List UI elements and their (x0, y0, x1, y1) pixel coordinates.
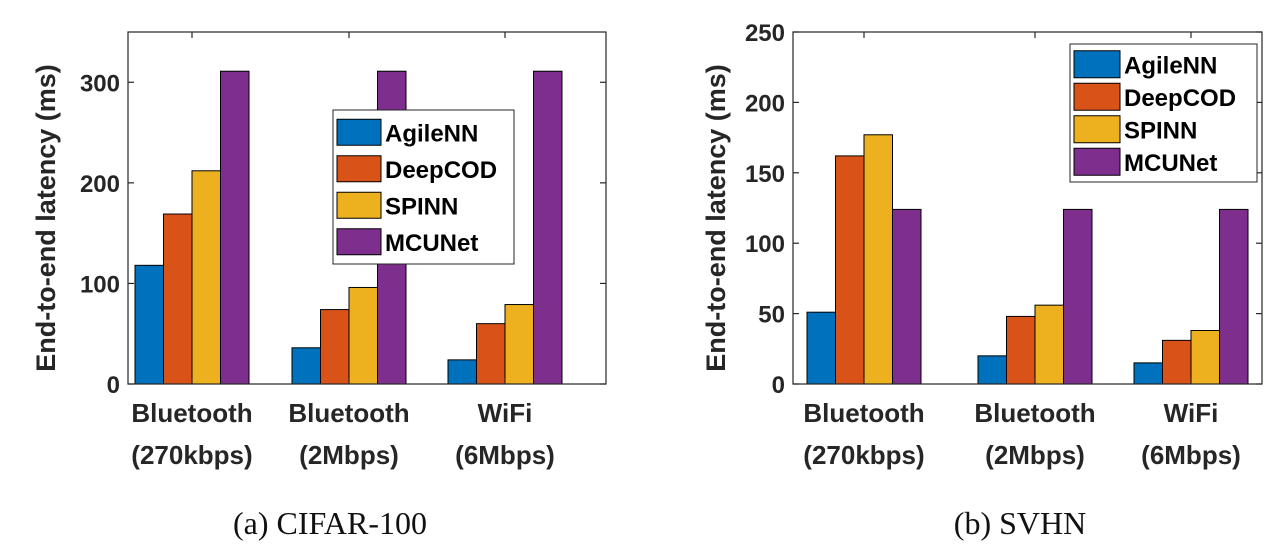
chart-b: 0 50 100 150 200 250 Bluetooth (270kbps) Bluetoo… (701, 20, 1263, 541)
y-tick-label: 300 (80, 70, 120, 97)
subfigure-caption: (b) SVHN (954, 505, 1086, 541)
bar-mcunet-1 (220, 70, 250, 385)
plot-area-frame (792, 31, 1263, 385)
legend-label-mcunet: MCUNet (385, 230, 478, 257)
bar-spinn-3 (1190, 329, 1220, 385)
y-axis-title: End-to-end latency (ms) (31, 64, 61, 372)
y-tick-label: 100 (80, 271, 120, 298)
legend-swatch-deepcod (1073, 82, 1121, 111)
bar-mcunet-3 (1219, 208, 1249, 385)
legend-swatch-deepcod (336, 155, 382, 183)
x-category-label: (6Mbps) (455, 440, 555, 470)
bar-deepcod-1 (163, 213, 193, 385)
y-tick-label: 50 (758, 302, 785, 329)
y-tick-label: 0 (772, 372, 785, 399)
subfigure-caption: (a) CIFAR-100 (233, 505, 427, 541)
x-category-label: (6Mbps) (1141, 440, 1241, 470)
legend-label-spinn: SPINN (385, 193, 458, 220)
x-category-label: Bluetooth (288, 398, 409, 428)
bar-deepcod-2 (1006, 315, 1036, 385)
legend-swatch-mcunet (1073, 147, 1121, 176)
bar-deepcod-3 (1162, 339, 1192, 385)
x-category-label: (2Mbps) (299, 440, 399, 470)
legend: AgileNN DeepCOD SPINN MCUNet (1069, 43, 1258, 183)
bar-spinn-2 (1034, 304, 1064, 385)
legend-swatch-agilenn (1073, 50, 1121, 79)
bar-agilenn-3 (1133, 362, 1163, 385)
bar-agilenn-1 (806, 311, 836, 385)
x-category-label: (270kbps) (803, 440, 924, 470)
legend-swatch-agilenn (336, 118, 382, 146)
legend: AgileNN DeepCOD SPINN MCUNet (332, 109, 515, 265)
legend-swatch-spinn (336, 191, 382, 219)
bar-spinn-1 (863, 134, 893, 385)
legend-label-agilenn: AgileNN (385, 120, 478, 147)
bar-mcunet-2 (1063, 208, 1093, 385)
plot-area-frame (127, 31, 607, 385)
x-category-label: WiFi (1164, 398, 1219, 428)
chart-a: 0 100 200 300 Bluetooth (270kbps) Bluetooth (2M… (31, 31, 607, 541)
legend-swatch-spinn (1073, 115, 1121, 144)
bar-mcunet-1 (892, 208, 922, 385)
legend-label-agilenn: AgileNN (1124, 52, 1217, 79)
bar-mcunet-3 (533, 70, 563, 385)
legend-swatch-mcunet (336, 228, 382, 256)
y-tick-label: 250 (745, 20, 785, 47)
bar-deepcod-2 (320, 309, 350, 385)
bar-spinn-3 (504, 304, 534, 385)
bar-agilenn-2 (977, 355, 1007, 385)
x-category-label: WiFi (478, 398, 533, 428)
legend-label-deepcod: DeepCOD (1124, 85, 1236, 112)
x-category-label: (270kbps) (131, 440, 252, 470)
x-category-label: Bluetooth (974, 398, 1095, 428)
y-axis-title: End-to-end latency (ms) (701, 64, 731, 372)
x-category-label: Bluetooth (803, 398, 924, 428)
y-tick-label: 200 (80, 171, 120, 198)
y-tick-label: 100 (745, 231, 785, 258)
y-tick-label: 0 (107, 372, 120, 399)
x-category-label: (2Mbps) (985, 440, 1085, 470)
bar-agilenn-3 (447, 359, 477, 385)
bar-deepcod-1 (835, 155, 865, 385)
y-tick-label: 150 (745, 161, 785, 188)
x-category-label: Bluetooth (131, 398, 252, 428)
bar-agilenn-1 (134, 264, 164, 385)
bar-agilenn-2 (291, 347, 321, 385)
bar-spinn-1 (191, 170, 221, 385)
legend-label-deepcod: DeepCOD (385, 157, 497, 184)
y-tick-label: 200 (745, 90, 785, 117)
bar-spinn-2 (348, 286, 378, 385)
legend-label-mcunet: MCUNet (1124, 150, 1217, 177)
legend-label-spinn: SPINN (1124, 117, 1197, 144)
bar-deepcod-3 (476, 323, 506, 385)
